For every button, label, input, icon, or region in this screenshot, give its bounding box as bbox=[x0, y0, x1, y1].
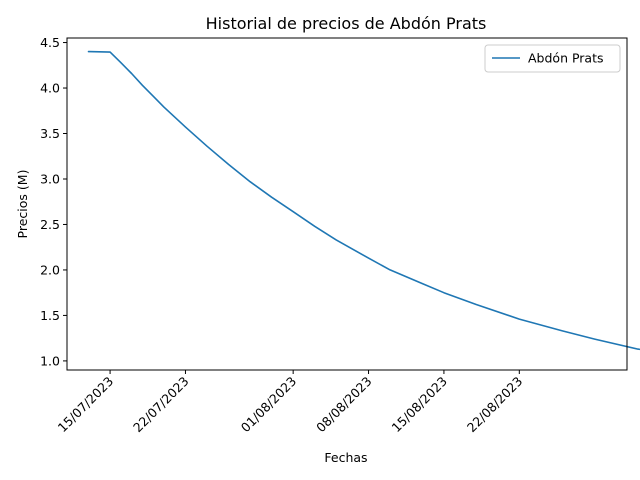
y-axis-label: Precios (M) bbox=[15, 170, 30, 239]
x-tick-label: 01/08/2023 bbox=[238, 374, 300, 436]
y-tick-label: 4.0 bbox=[40, 81, 60, 96]
x-axis-label: Fechas bbox=[324, 450, 367, 465]
x-tick-label: 15/08/2023 bbox=[388, 374, 450, 436]
legend-label: Abdón Prats bbox=[528, 51, 604, 66]
x-tick-label: 22/08/2023 bbox=[464, 374, 526, 436]
y-tick-label: 2.0 bbox=[40, 262, 60, 277]
y-tick-label: 3.5 bbox=[40, 126, 60, 141]
plot-area bbox=[67, 38, 627, 370]
series-line bbox=[87, 50, 640, 351]
y-tick-label: 1.5 bbox=[40, 308, 60, 323]
x-tick-label: 15/07/2023 bbox=[55, 374, 117, 436]
legend: Abdón Prats bbox=[484, 44, 621, 73]
y-tick-label: 3.0 bbox=[40, 171, 60, 186]
y-tick-label: 4.5 bbox=[40, 35, 60, 50]
x-tick-label: 22/07/2023 bbox=[130, 374, 192, 436]
legend-box bbox=[484, 44, 621, 73]
series-layer bbox=[87, 50, 640, 351]
y-tick-label: 2.5 bbox=[40, 217, 60, 232]
x-tick-label: 08/08/2023 bbox=[313, 374, 375, 436]
plot-frame bbox=[66, 37, 628, 371]
y-axis: 1.0 1.5 2.0 2.5 3.0 3.5 4.0 4.5 bbox=[40, 35, 67, 368]
chart-title: Historial de precios de Abdón Prats bbox=[206, 14, 487, 33]
y-tick-label: 1.0 bbox=[40, 353, 60, 368]
x-axis: 15/07/2023 22/07/2023 01/08/2023 08/08/2023… bbox=[55, 370, 526, 436]
